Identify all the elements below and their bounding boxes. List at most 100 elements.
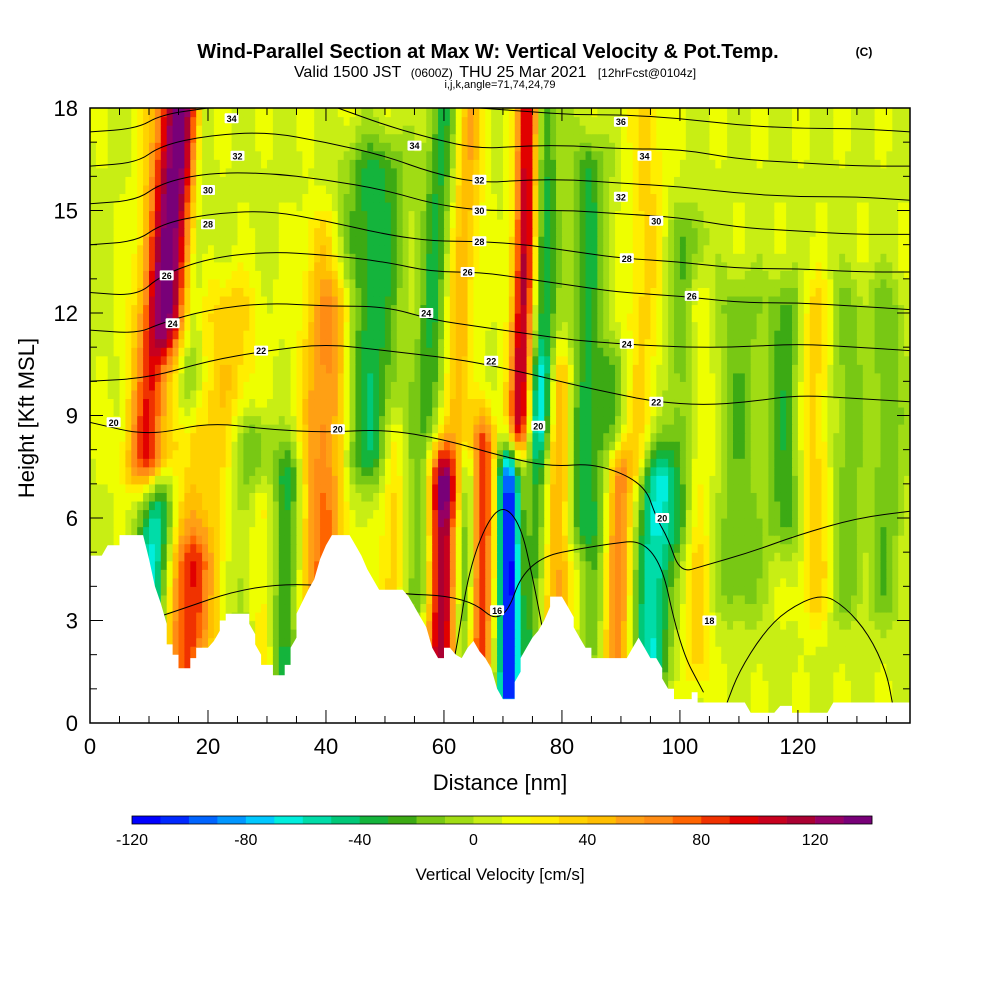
velocity-cell <box>143 424 150 434</box>
velocity-cell <box>379 441 386 451</box>
velocity-cell <box>325 424 333 434</box>
velocity-cell <box>520 569 528 579</box>
velocity-cell <box>579 432 587 442</box>
velocity-cell <box>756 688 764 698</box>
velocity-cell <box>544 603 551 613</box>
velocity-cell <box>868 560 876 570</box>
velocity-cell <box>355 543 362 553</box>
velocity-cell <box>862 458 870 468</box>
velocity-cell <box>479 432 486 442</box>
velocity-cell <box>904 603 910 613</box>
velocity-cell <box>874 646 882 656</box>
velocity-cell <box>544 577 551 587</box>
velocity-cell <box>343 509 351 519</box>
velocity-cell <box>184 483 191 493</box>
velocity-cell <box>898 671 905 681</box>
velocity-cell <box>284 526 292 536</box>
velocity-cell <box>325 441 333 451</box>
velocity-cell <box>497 671 504 681</box>
velocity-cell <box>738 697 746 707</box>
velocity-cell <box>815 705 823 716</box>
velocity-cell <box>561 509 569 519</box>
velocity-cell <box>579 449 587 459</box>
velocity-cell <box>278 569 286 579</box>
velocity-cell <box>396 466 404 476</box>
velocity-cell <box>768 535 775 545</box>
velocity-cell <box>556 560 563 570</box>
velocity-cell <box>668 620 675 630</box>
velocity-cell <box>626 646 634 656</box>
velocity-cell <box>172 560 180 570</box>
velocity-cell <box>202 560 209 570</box>
velocity-cell <box>786 560 793 570</box>
subtitle-date: THU 25 Mar 2021 <box>459 64 586 81</box>
velocity-cell <box>597 424 604 434</box>
velocity-cell <box>709 552 716 562</box>
velocity-cell <box>420 577 427 587</box>
velocity-cell <box>615 586 622 596</box>
velocity-cell <box>237 449 244 459</box>
velocity-cell <box>803 577 811 587</box>
velocity-cell <box>520 637 528 647</box>
velocity-cell <box>715 458 722 468</box>
velocity-cell <box>786 654 793 664</box>
velocity-cell <box>361 466 368 476</box>
velocity-cell <box>355 526 362 536</box>
velocity-cell <box>561 586 569 596</box>
velocity-cell <box>526 492 534 502</box>
velocity-cell <box>556 535 563 545</box>
velocity-cell <box>697 492 705 502</box>
velocity-cell <box>438 424 445 434</box>
velocity-cell <box>821 441 829 451</box>
velocity-cell <box>148 449 156 459</box>
velocity-cell <box>626 569 634 579</box>
velocity-cell <box>703 458 711 468</box>
velocity-cell <box>674 569 681 579</box>
velocity-cell <box>721 594 728 605</box>
velocity-cell <box>219 449 227 459</box>
velocity-cell <box>609 586 616 596</box>
velocity-cell <box>703 466 711 476</box>
velocity-cell <box>502 637 510 647</box>
velocity-cell <box>107 483 115 493</box>
velocity-cell <box>632 475 640 485</box>
velocity-cell <box>809 654 817 664</box>
velocity-cell <box>225 483 233 493</box>
velocity-cell <box>815 475 823 485</box>
velocity-cell <box>325 526 333 536</box>
velocity-cell <box>556 449 563 459</box>
velocity-cell <box>502 543 510 553</box>
velocity-cell <box>561 543 569 553</box>
velocity-cell <box>290 543 298 553</box>
velocity-cell <box>727 611 734 622</box>
velocity-cell <box>856 697 864 707</box>
velocity-cell <box>803 526 811 536</box>
velocity-cell <box>886 620 893 630</box>
velocity-cell <box>609 441 616 451</box>
velocity-cell <box>373 466 380 476</box>
velocity-cell <box>508 441 516 451</box>
velocity-cell <box>750 594 758 605</box>
velocity-cell <box>815 688 823 698</box>
velocity-cell <box>892 680 899 690</box>
velocity-cell <box>839 577 846 587</box>
velocity-cell <box>331 492 339 502</box>
velocity-cell <box>862 680 870 690</box>
velocity-cell <box>868 663 876 673</box>
velocity-cell <box>367 475 374 485</box>
velocity-cell <box>119 492 126 502</box>
velocity-cell <box>349 441 357 451</box>
velocity-cell <box>402 449 410 459</box>
velocity-cell <box>733 526 740 536</box>
velocity-cell <box>402 509 410 519</box>
velocity-cell <box>727 577 734 587</box>
velocity-cell <box>620 603 628 613</box>
velocity-cell <box>367 415 374 425</box>
velocity-cell <box>856 466 864 476</box>
velocity-cell <box>308 552 315 562</box>
velocity-cell <box>296 543 303 553</box>
velocity-cell <box>325 475 333 485</box>
velocity-cell <box>461 475 469 485</box>
velocity-cell <box>514 552 522 562</box>
velocity-cell <box>579 483 587 493</box>
